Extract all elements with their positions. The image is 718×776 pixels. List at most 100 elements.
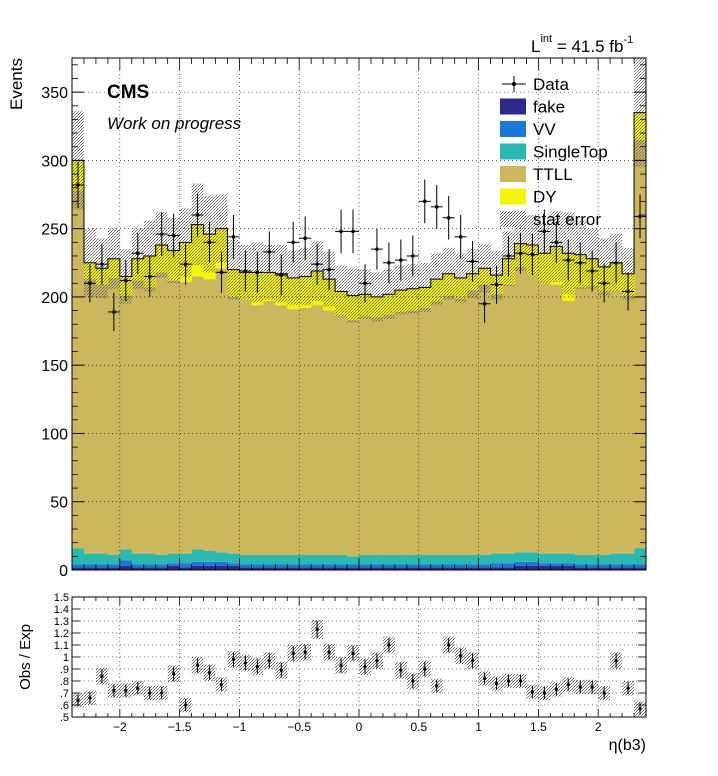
bar-ttll-12: [215, 268, 228, 553]
ratio-ytick-label: 1: [63, 652, 69, 664]
bar-ttll-16: [263, 301, 276, 555]
bar-ttll-18: [287, 309, 300, 555]
bar-singletop-28: [406, 554, 420, 565]
data-point: [554, 240, 559, 245]
bar-fake-17: [275, 567, 288, 570]
data-point: [255, 270, 260, 275]
ratio-point: [411, 679, 415, 683]
bar-ttll-26: [382, 314, 396, 555]
ratio-point: [638, 707, 642, 711]
bar-vv-0: [72, 564, 85, 568]
ratio-point: [195, 663, 200, 668]
ratio-xtick-label: −1.5: [168, 720, 192, 734]
data-point: [578, 261, 583, 265]
bar-singletop-16: [263, 554, 276, 565]
bar-vv-14: [239, 564, 252, 568]
data-point: [518, 251, 523, 256]
ratio-point: [315, 627, 319, 632]
bar-ttll-28: [406, 310, 420, 555]
bar-fake-15: [251, 567, 264, 570]
main-ytick-label: 350: [41, 85, 68, 102]
bar-vv-16: [263, 564, 276, 568]
data-point: [566, 258, 571, 262]
bar-singletop-4: [119, 549, 133, 561]
bar-ttll-40: [550, 284, 563, 554]
data-point: [470, 259, 475, 264]
bar-singletop-26: [382, 554, 396, 565]
data-point: [590, 269, 594, 273]
bar-vv-27: [394, 564, 408, 568]
bar-ttll-39: [538, 283, 551, 554]
ratio-point: [303, 650, 307, 654]
ratio-xtick-label: −0.5: [287, 720, 311, 734]
bar-vv-15: [251, 564, 264, 568]
bar-ttll-33: [466, 290, 479, 555]
bar-fake-23: [347, 567, 360, 570]
legend-item-singletop: SingleTop: [500, 143, 608, 162]
bar-ttll-14: [239, 299, 252, 555]
bar-singletop-42: [574, 554, 587, 565]
bar-singletop-29: [418, 554, 432, 565]
bar-fake-25: [370, 567, 384, 570]
ratio-point: [447, 643, 451, 647]
bar-vv-39: [538, 563, 551, 566]
ratio-point: [184, 703, 188, 707]
bar-vv-21: [323, 564, 336, 568]
ratio-point: [471, 659, 475, 663]
legend-marker-dot: [512, 82, 516, 86]
bar-singletop-10: [191, 549, 204, 562]
bar-ttll-19: [299, 307, 312, 555]
bar-fake-16: [263, 567, 276, 570]
bar-singletop-21: [323, 554, 336, 565]
bar-vv-25: [370, 564, 384, 568]
bar-fake-47: [634, 567, 646, 570]
data-point: [219, 270, 224, 275]
legend-label: VV: [533, 120, 556, 139]
ratio-ytick-label: 1.4: [54, 604, 69, 616]
ratio-point: [494, 681, 499, 686]
ratio-point: [267, 659, 271, 663]
legend-swatch: [500, 98, 526, 115]
bar-vv-34: [478, 564, 491, 568]
bar-vv-38: [526, 561, 539, 566]
bar-ttll-38: [526, 275, 539, 553]
data-point: [602, 281, 606, 286]
bar-singletop-14: [239, 554, 252, 565]
data-point: [434, 205, 439, 209]
bar-ttll-24: [359, 316, 372, 555]
bar-fake-30: [430, 567, 444, 570]
data-point: [614, 261, 618, 265]
legend: Data fake VV SingleTop TTLL DY stat error: [500, 75, 608, 229]
data-point: [183, 262, 188, 266]
bar-ttll-34: [478, 284, 491, 555]
lumi-superscript: int: [540, 33, 552, 45]
data-point: [351, 229, 355, 234]
data-point: [76, 183, 80, 187]
ratio-point: [626, 686, 630, 690]
data-point: [506, 254, 511, 258]
ratio-point: [566, 683, 570, 687]
ratio-panel: .5.6.7.8.911.11.21.31.41.5−2 −1.5 −1 −0.5 0 0…: [17, 592, 647, 754]
bar-fake-46: [622, 567, 635, 570]
bar-singletop-31: [442, 554, 456, 565]
bar-ttll-0: [72, 190, 85, 549]
bar-vv-3: [107, 564, 121, 568]
bar-fake-12: [215, 565, 228, 570]
bar-fake-3: [107, 567, 121, 570]
legend-item-fake: fake: [500, 98, 565, 117]
lumi-prefix: L: [531, 37, 540, 56]
bar-singletop-40: [550, 553, 563, 564]
data-point: [327, 267, 331, 272]
data-point: [494, 282, 499, 287]
ratio-xtick-label: 0.5: [410, 720, 427, 734]
bar-fake-45: [610, 567, 623, 570]
ratio-point: [88, 696, 92, 700]
bar-fake-7: [155, 567, 169, 570]
bar-fake-29: [418, 567, 432, 570]
legend-label: Data: [533, 75, 569, 94]
data-point: [279, 273, 284, 277]
bar-fake-22: [335, 567, 348, 570]
ratio-xtick-label: 2: [595, 720, 602, 734]
bar-fake-41: [562, 565, 575, 570]
ratio-point: [231, 657, 236, 662]
